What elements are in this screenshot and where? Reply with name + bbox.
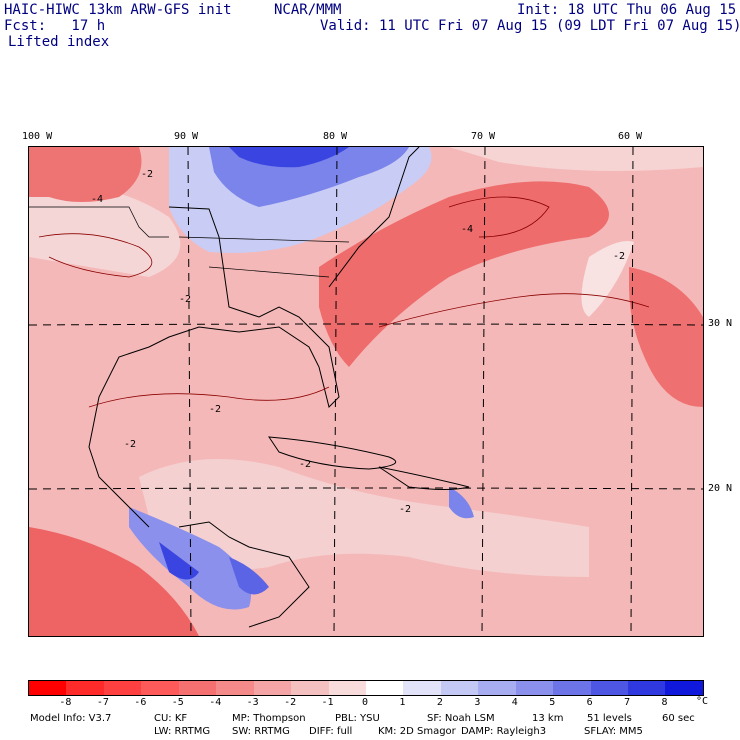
colorbar-swatch bbox=[365, 681, 404, 695]
colorbar-swatch bbox=[478, 681, 516, 695]
colorbar-ticks: -8 -7 -6 -5 -4 -3 -2 -1 0 1 2 3 4 5 6 7 8 bbox=[28, 697, 728, 709]
colorbar-tick-label: 6 bbox=[586, 697, 593, 708]
model-title: HAIC-HIWC 13km ARW-GFS init bbox=[4, 2, 232, 18]
lon-label-90w: 90 W bbox=[174, 131, 199, 142]
map-canvas: -2 -4 -4 -2 -2 -2 -2 -2 -2 bbox=[29, 147, 703, 636]
contour-label: -2 bbox=[141, 169, 153, 180]
colorbar-swatch bbox=[440, 681, 479, 695]
colorbar-swatch bbox=[553, 681, 591, 695]
colorbar-swatch bbox=[403, 681, 441, 695]
levels: 51 levels bbox=[587, 713, 632, 724]
km-scheme: KM: 2D Smagor bbox=[378, 726, 456, 737]
forecast-hour: Fcst: 17 h bbox=[4, 18, 106, 34]
colorbar-tick-label: 5 bbox=[549, 697, 556, 708]
colorbar-tick-label: 0 bbox=[361, 697, 369, 708]
contour-label: -4 bbox=[461, 224, 473, 235]
sw-scheme: SW: RRTMG bbox=[232, 726, 290, 737]
lon-label-60w: 60 W bbox=[618, 131, 643, 142]
lw-scheme: LW: RRTMG bbox=[154, 726, 211, 737]
colorbar bbox=[28, 680, 704, 696]
cu-scheme: CU: KF bbox=[154, 713, 188, 724]
colorbar-tick-label: 1 bbox=[399, 697, 406, 708]
lon-label-80w: 80 W bbox=[323, 131, 348, 142]
contour-label: -2 bbox=[124, 439, 136, 450]
colorbar-swatch bbox=[178, 681, 217, 695]
lat-label-20n: 20 N bbox=[708, 483, 733, 494]
pbl-scheme: PBL: YSU bbox=[335, 713, 380, 724]
contour-label: -2 bbox=[299, 459, 311, 470]
contour-label: -2 bbox=[613, 251, 625, 262]
lat-label-30n: 30 N bbox=[708, 318, 733, 329]
colorbar-tick-label: -1 bbox=[321, 697, 334, 708]
colorbar-swatch bbox=[253, 681, 292, 695]
colorbar-tick-label: 4 bbox=[511, 697, 518, 708]
mp-scheme: MP: Thompson bbox=[232, 713, 306, 724]
colorbar-swatch bbox=[665, 681, 703, 695]
colorbar-swatch bbox=[590, 681, 628, 695]
lifted-index-map: -2 -4 -4 -2 -2 -2 -2 -2 -2 bbox=[28, 146, 704, 637]
contour-label: -2 bbox=[179, 294, 191, 305]
colorbar-tick-label: -6 bbox=[134, 697, 147, 708]
org-label: NCAR/MMM bbox=[274, 2, 342, 18]
colorbar-swatch bbox=[216, 681, 254, 695]
colorbar-tick-label: -5 bbox=[171, 697, 184, 708]
colorbar-tick-label: -4 bbox=[209, 697, 222, 708]
colorbar-tick-label: 8 bbox=[661, 697, 668, 708]
colorbar-swatch bbox=[291, 681, 329, 695]
valid-time: Valid: 11 UTC Fri 07 Aug 15 (09 LDT Fri … bbox=[320, 18, 740, 34]
colorbar-unit: °C bbox=[696, 696, 709, 707]
lon-label-100w: 100 W bbox=[22, 131, 53, 142]
colorbar-swatch bbox=[628, 681, 666, 695]
colorbar-tick-label: 3 bbox=[474, 697, 481, 708]
colorbar-swatch bbox=[103, 681, 142, 695]
contour-label: -2 bbox=[209, 404, 221, 415]
damp-scheme: DAMP: Rayleigh3 bbox=[461, 726, 547, 737]
sflay-scheme: SFLAY: MM5 bbox=[584, 726, 643, 737]
init-time: Init: 18 UTC Thu 06 Aug 15 bbox=[517, 2, 737, 18]
colorbar-tick-label: 2 bbox=[436, 697, 443, 708]
resolution: 13 km bbox=[532, 713, 564, 724]
timestep: 60 sec bbox=[662, 713, 695, 724]
colorbar-swatch bbox=[66, 681, 104, 695]
colorbar-swatch bbox=[141, 681, 179, 695]
colorbar-tick-label: -7 bbox=[96, 697, 109, 708]
model-info: Model Info: V3.7 bbox=[30, 713, 112, 724]
field-name: Lifted index bbox=[8, 34, 110, 50]
colorbar-tick-label: -8 bbox=[59, 697, 72, 708]
colorbar-tick-label: -3 bbox=[246, 697, 259, 708]
lon-label-70w: 70 W bbox=[471, 131, 496, 142]
sf-scheme: SF: Noah LSM bbox=[427, 713, 495, 724]
colorbar-swatch bbox=[29, 681, 67, 695]
colorbar-tick-label: -2 bbox=[284, 697, 297, 708]
contour-label: -2 bbox=[399, 504, 411, 515]
contour-label: -4 bbox=[91, 194, 103, 205]
colorbar-swatch bbox=[515, 681, 554, 695]
diff-scheme: DIFF: full bbox=[309, 726, 353, 737]
colorbar-tick-label: 7 bbox=[624, 697, 631, 708]
colorbar-swatch bbox=[328, 681, 366, 695]
